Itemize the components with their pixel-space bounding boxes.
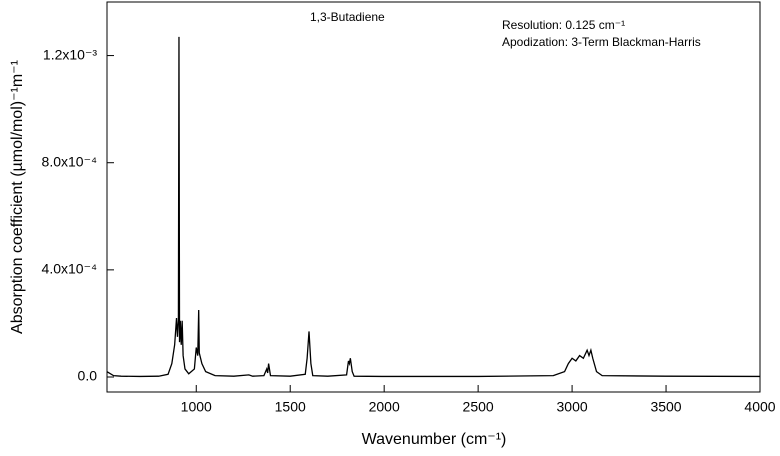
y-tick-label: 8.0x10⁻⁴ xyxy=(42,153,97,169)
annotation: Apodization: 3-Term Blackman-Harris xyxy=(502,35,701,49)
x-tick-label: 3500 xyxy=(650,399,681,415)
annotation: Resolution: 0.125 cm⁻¹ xyxy=(502,18,625,32)
y-tick-label: 1.2x10⁻³ xyxy=(43,46,97,62)
plot-frame xyxy=(106,1,761,393)
spectrum-line xyxy=(106,36,761,378)
annotation: 1,3-Butadiene xyxy=(310,10,385,24)
x-tick-label: 2500 xyxy=(463,399,494,415)
y-axis-label: Absorption coefficient (µmol/mol)⁻¹m⁻¹ xyxy=(9,60,26,334)
x-tick-label: 4000 xyxy=(744,399,775,415)
x-tick-label: 2000 xyxy=(369,399,400,415)
y-tick-label: 0.0 xyxy=(78,368,98,384)
x-tick-label: 1500 xyxy=(275,399,306,415)
x-tick-label: 1000 xyxy=(181,399,212,415)
y-tick-label: 4.0x10⁻⁴ xyxy=(42,261,97,277)
x-tick-label: 3000 xyxy=(557,399,588,415)
x-axis-label: Wavenumber (cm⁻¹) xyxy=(362,431,507,448)
